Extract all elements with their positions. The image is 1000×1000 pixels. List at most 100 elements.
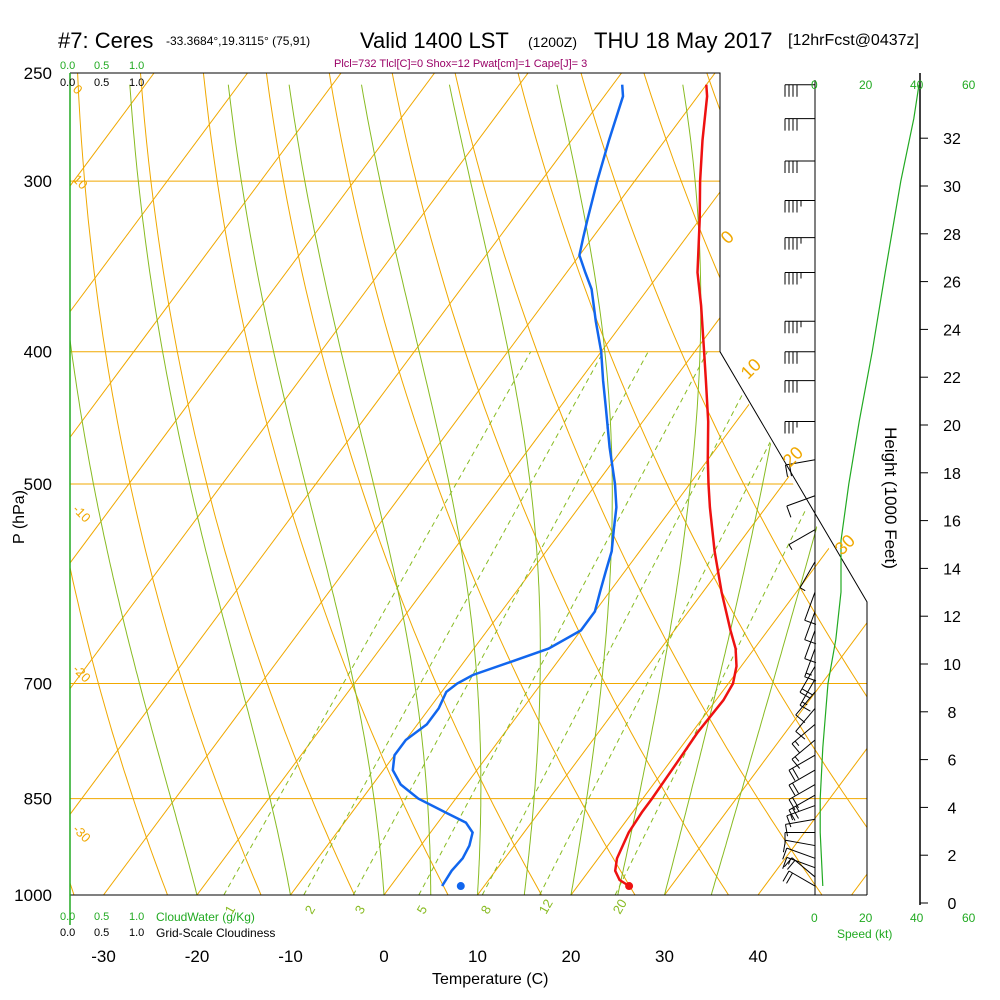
wind-barb-35 (784, 84, 816, 97)
pressure-label-400: 400 (24, 343, 52, 362)
barb-staff (788, 769, 816, 786)
pressure-label-250: 250 (24, 64, 52, 83)
height-label-12: 12 (943, 609, 961, 626)
barb-staff (799, 561, 816, 588)
moist-adiabat-20 (556, 84, 613, 895)
wind-barb-26 (784, 421, 816, 434)
wind-speed-curve (819, 84, 920, 887)
pressure-label-1000: 1000 (14, 886, 52, 905)
height-label-0: 0 (948, 896, 957, 913)
speed-top-2: 40 (910, 78, 924, 92)
cloud-tick-black-0: 0.0 (60, 77, 76, 89)
cloud-bottom-black-0: 0.0 (60, 927, 76, 939)
barb-staff (788, 754, 816, 771)
wind-barb-2 (782, 856, 816, 869)
moist-adiabat-15 (448, 84, 541, 895)
wind-barb-14 (795, 708, 816, 740)
barb-staff (785, 459, 816, 466)
isotherm-40 (757, 73, 867, 895)
barb-staff (804, 611, 816, 640)
wind-barb-12 (791, 739, 816, 769)
wind-barb-33 (784, 160, 816, 173)
mixing-ratio-label-5: 12 (536, 896, 556, 916)
surface-dewpoint-dot (456, 882, 465, 891)
height-label-32: 32 (943, 131, 961, 148)
barb-flag (792, 797, 799, 809)
isotherm-left-label-0: 10 (70, 172, 91, 193)
cloud-tick-green-2: 1.0 (129, 60, 145, 72)
barb-half-flag (788, 858, 792, 865)
speed-bottom-2: 40 (910, 911, 924, 925)
isotherm-right-label-1: 10 (737, 355, 765, 383)
x-axis-title: Temperature (C) (432, 971, 549, 988)
mixing-ratio-label-3: 5 (414, 903, 431, 917)
barb-flag (792, 807, 799, 819)
barb-flag (785, 464, 788, 477)
barb-flag (782, 857, 788, 869)
height-label-20: 20 (943, 418, 961, 435)
cloud-bottom-black-1: 0.5 (94, 927, 110, 939)
cloudiness-label: Grid-Scale Cloudiness (156, 926, 276, 940)
temperature-label-20: 20 (562, 947, 581, 966)
wind-barb-13 (791, 724, 816, 754)
cloud-tick-green-1: 0.5 (94, 60, 110, 72)
height-label-14: 14 (943, 561, 961, 578)
wind-barb-23 (788, 529, 816, 551)
wind-barbs (782, 80, 920, 895)
height-label-26: 26 (943, 275, 961, 292)
barb-flag (791, 743, 801, 754)
height-label-30: 30 (943, 179, 961, 196)
pressure-label-300: 300 (24, 172, 52, 191)
barb-flag (792, 782, 799, 794)
speed-top-3: 60 (962, 78, 976, 92)
height-label-4: 4 (948, 800, 957, 817)
height-axis-title: Height (1000 Feet) (881, 427, 900, 569)
barb-half-flag (795, 805, 800, 812)
dry-adiabat-310 (387, 73, 749, 895)
wind-barb-19 (804, 630, 817, 664)
barb-staff (785, 818, 816, 825)
isotherm-0 (383, 73, 867, 895)
isotherm-10 (477, 73, 867, 895)
barb-staff (788, 784, 816, 800)
cloud-water-label: CloudWater (g/Kg) (156, 910, 255, 924)
barb-flag (786, 815, 792, 828)
barb-half-flag (799, 587, 806, 592)
dry-adiabat-340 (573, 73, 867, 895)
speed-bottom-3: 60 (962, 911, 976, 925)
height-label-28: 28 (943, 227, 961, 244)
barb-half-flag (788, 544, 793, 551)
barb-staff (791, 739, 816, 760)
barb-flag (791, 758, 801, 769)
isotherm-30 (664, 73, 867, 895)
wind-barb-28 (784, 351, 816, 364)
temperature-label--30: -30 (91, 947, 116, 966)
barb-half-flag (790, 814, 794, 821)
isotherm--80 (70, 73, 248, 895)
forecast-text: [12hrFcst@0437z] (788, 32, 919, 49)
mixing-ratio-12 (539, 351, 817, 895)
barb-flag (786, 872, 793, 884)
moist-adiabat-30 (664, 84, 813, 895)
wind-barb-10 (788, 769, 816, 796)
barb-staff (786, 847, 816, 859)
height-label-2: 2 (948, 848, 957, 865)
y-axis-title: P (hPa) (11, 490, 28, 544)
pressure-label-500: 500 (24, 475, 52, 494)
barb-staff (791, 724, 816, 745)
barb-staff (788, 529, 816, 546)
cloud-tick-black-1: 0.5 (94, 77, 110, 89)
barb-flag (788, 464, 792, 477)
barb-flag (799, 704, 811, 712)
surface-temperature-dot (625, 882, 634, 891)
barb-flag (804, 658, 817, 664)
moist-adiabat--10 (129, 84, 291, 895)
wind-barb-1 (783, 857, 816, 878)
barb-flag (782, 847, 788, 860)
pressure-label-700: 700 (24, 675, 52, 694)
moist-adiabat-10 (361, 84, 482, 895)
wind-barb-4 (782, 839, 816, 853)
wind-barb-31 (784, 237, 816, 250)
mixing-ratio-5 (418, 351, 708, 895)
barb-half-flag (794, 740, 800, 747)
